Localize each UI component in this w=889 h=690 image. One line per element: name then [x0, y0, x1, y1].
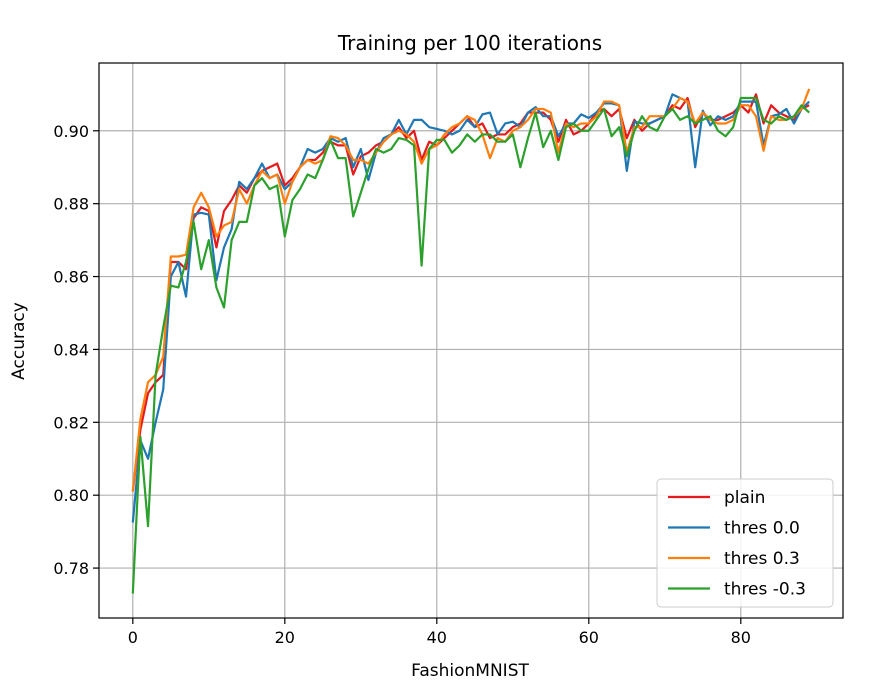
x-tick-label: 60: [579, 628, 599, 647]
grid: [99, 63, 843, 618]
chart-title: Training per 100 iterations: [337, 31, 602, 55]
legend: plain thres 0.0 thres 0.3 thres -0.3: [656, 478, 834, 608]
series-line-3: [131, 96, 810, 594]
legend-label: thres 0.3: [724, 549, 800, 569]
legend-label: plain: [724, 488, 765, 508]
y-tick-label: 0.78: [53, 559, 89, 578]
legend-label: thres 0.0: [724, 519, 800, 539]
y-axis-label: Accuracy: [9, 302, 29, 380]
x-axis-label: FashionMNIST: [411, 661, 529, 681]
plot-frame: [98, 62, 844, 619]
series-lines: [131, 88, 811, 594]
y-tick-label: 0.88: [53, 195, 89, 214]
y-tick-label: 0.84: [53, 340, 89, 359]
x-tick-label: 40: [427, 628, 447, 647]
legend-label: thres -0.3: [724, 580, 806, 600]
x-tick-label: 20: [275, 628, 295, 647]
y-tick-label: 0.82: [53, 413, 89, 432]
x-tick-label: 0: [128, 628, 138, 647]
y-tick-label: 0.80: [53, 486, 89, 505]
x-axis: 0 20 40 60 80: [128, 618, 751, 647]
series-line-1: [131, 93, 810, 523]
x-tick-label: 80: [731, 628, 751, 647]
y-tick-label: 0.86: [53, 268, 89, 287]
series-line-0: [131, 93, 810, 492]
legend-box: [656, 478, 834, 608]
y-axis: 0.78 0.80 0.82 0.84 0.86 0.88 0.90: [53, 122, 99, 578]
y-tick-label: 0.90: [53, 122, 89, 141]
